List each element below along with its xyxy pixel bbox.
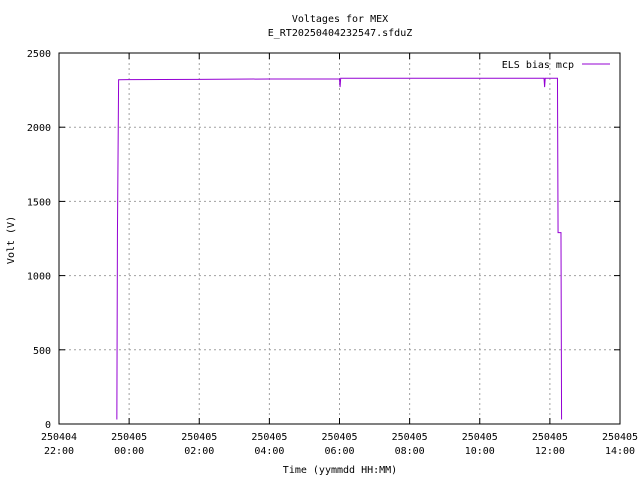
tick-label-line: 12:00 (535, 446, 565, 457)
x-tick-label: 250405 06:00 (321, 432, 357, 457)
y-tick-label: 1500 (27, 197, 51, 208)
tick-label-line: 250405 (321, 432, 357, 443)
y-tick-label: 1000 (27, 272, 51, 283)
tick-label-line: 10:00 (465, 446, 495, 457)
tick-label-line: 250405 (392, 432, 428, 443)
tick-label-line: 08:00 (395, 446, 425, 457)
y-tick-label: 0 (45, 420, 51, 431)
y-tick-label: 2000 (27, 123, 51, 134)
tick-label-line: 250405 (462, 432, 498, 443)
x-tick-label: 250405 04:00 (251, 432, 287, 457)
x-tick-label: 250405 08:00 (392, 432, 428, 457)
chart-subtitle: E_RT20250404232547.sfduZ (268, 28, 413, 39)
x-tick-label: 250405 14:00 (602, 432, 638, 457)
tick-label-line: 04:00 (254, 446, 284, 457)
x-axis-label: Time (yymmdd HH:MM) (283, 465, 397, 476)
tick-label-line: 14:00 (605, 446, 635, 457)
x-tick-label: 250405 00:00 (111, 432, 147, 457)
y-tick-label: 2500 (27, 49, 51, 60)
legend-label: ELS bias mcp (502, 60, 574, 71)
tick-label-line: 06:00 (324, 446, 354, 457)
x-tick-label: 250405 12:00 (532, 432, 568, 457)
tick-label-line: 250405 (251, 432, 287, 443)
tick-label-line: 250404 (41, 432, 77, 443)
x-tick-label: 250404 22:00 (41, 432, 77, 457)
tick-label-line: 22:00 (44, 446, 74, 457)
tick-label-line: 00:00 (114, 446, 144, 457)
tick-label-line: 250405 (111, 432, 147, 443)
x-tick-label: 250405 02:00 (181, 432, 217, 457)
plot-border (58, 52, 621, 425)
x-tick-label: 250405 10:00 (462, 432, 498, 457)
y-tick-label: 500 (33, 346, 51, 357)
tick-label-line: 250405 (602, 432, 638, 443)
data-line (116, 77, 563, 420)
chart-title: Voltages for MEX (292, 14, 388, 25)
tick-label-line: 250405 (532, 432, 568, 443)
y-axis-label: Volt (V) (6, 216, 17, 264)
tick-label-line: 02:00 (184, 446, 214, 457)
tick-label-line: 250405 (181, 432, 217, 443)
